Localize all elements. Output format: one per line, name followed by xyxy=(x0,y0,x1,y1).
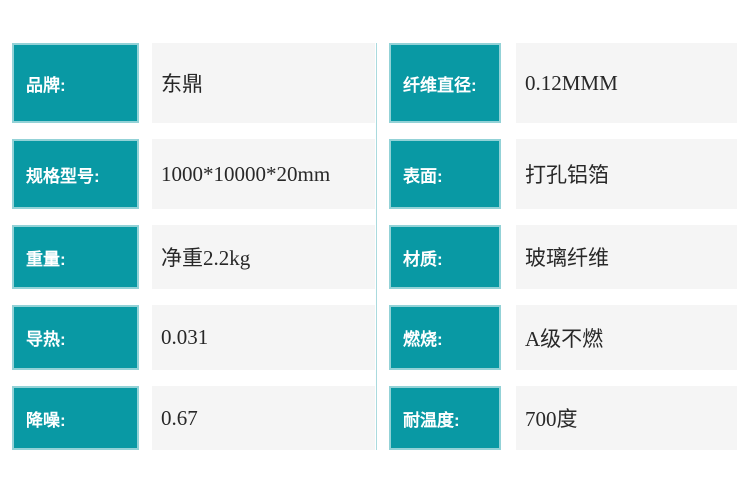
spec-row-surface: 表面: 打孔铝箔 xyxy=(389,139,737,209)
spec-label: 品牌: xyxy=(12,43,139,123)
spec-row-temperature-resistance: 耐温度: 700度 xyxy=(389,386,737,450)
spec-value: 玻璃纤维 xyxy=(516,225,737,289)
spec-value: 东鼎 xyxy=(152,43,375,123)
spec-value: 0.67 xyxy=(152,386,375,450)
spec-value: 净重2.2kg xyxy=(152,225,375,289)
spec-label: 耐温度: xyxy=(389,386,501,450)
spec-label: 表面: xyxy=(389,139,501,209)
spec-row-weight: 重量: 净重2.2kg xyxy=(12,225,375,289)
spec-value: 0.031 xyxy=(152,305,375,370)
spec-label: 燃烧: xyxy=(389,305,501,370)
spec-label: 材质: xyxy=(389,225,501,289)
spec-label: 纤维直径: xyxy=(389,43,501,123)
spec-label: 导热: xyxy=(12,305,139,370)
spec-label: 重量: xyxy=(12,225,139,289)
spec-value: 700度 xyxy=(516,386,737,450)
spec-value: 1000*10000*20mm xyxy=(152,139,375,209)
spec-row-noise-reduction: 降噪: 0.67 xyxy=(12,386,375,450)
spec-row-thermal-conductivity: 导热: 0.031 xyxy=(12,305,375,370)
spec-value: 0.12MMM xyxy=(516,43,737,123)
spec-row-model: 规格型号: 1000*10000*20mm xyxy=(12,139,375,209)
spec-column-left: 品牌: 东鼎 规格型号: 1000*10000*20mm 重量: 净重2.2kg… xyxy=(12,43,375,466)
spec-row-brand: 品牌: 东鼎 xyxy=(12,43,375,123)
spec-value: 打孔铝箔 xyxy=(516,139,737,209)
spec-value: A级不燃 xyxy=(516,305,737,370)
spec-row-combustion: 燃烧: A级不燃 xyxy=(389,305,737,370)
spec-label: 降噪: xyxy=(12,386,139,450)
spec-column-right: 纤维直径: 0.12MMM 表面: 打孔铝箔 材质: 玻璃纤维 燃烧: A级不燃… xyxy=(389,43,737,466)
spec-label: 规格型号: xyxy=(12,139,139,209)
spec-row-material: 材质: 玻璃纤维 xyxy=(389,225,737,289)
spec-row-fiber-diameter: 纤维直径: 0.12MMM xyxy=(389,43,737,123)
column-separator-line xyxy=(376,43,377,450)
